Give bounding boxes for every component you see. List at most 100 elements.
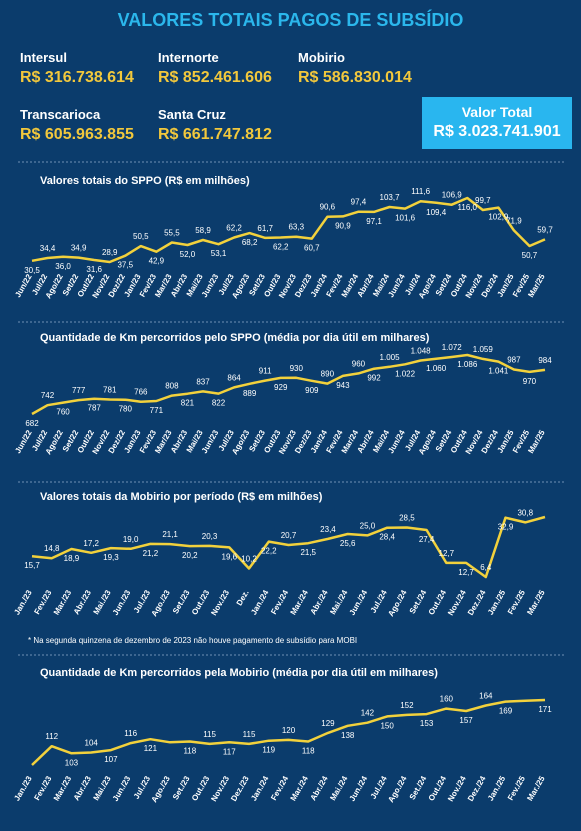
data-label: 129 [321,719,335,728]
x-tick-label: Jul./23 [132,774,153,801]
x-tick-label: Fev./23 [32,774,53,802]
line [31,196,546,264]
x-tick-label: Jan./25 [486,588,508,616]
data-label: 777 [72,386,86,395]
chart-title: Quantidade de Km percorridos pela Mobiri… [40,667,438,679]
x-tick-label: Ago./23 [150,774,173,804]
data-label: 97,1 [366,217,382,226]
data-label: 138 [341,731,355,740]
data-label: 37,5 [117,261,133,270]
data-label: 152 [400,701,414,710]
chart-title: Quantidade de Km percorridos pelo SPPO (… [40,332,430,344]
data-label: 103 [65,758,79,767]
data-label: 1.022 [395,369,416,378]
data-label: 116,0 [458,203,478,212]
data-label: 787 [88,404,102,413]
data-label: 28,4 [379,533,395,542]
operator-value: R$ 586.830.014 [298,69,412,86]
x-tick-label: Mar./25 [525,588,547,616]
operator-value: R$ 605.963.855 [20,126,134,143]
data-label: 17,2 [83,539,99,548]
x-tick-label: Mar./24 [289,588,311,616]
x-tick-label: Dez. [235,589,251,608]
data-label: 103,7 [380,193,401,202]
data-label: 50,5 [133,232,149,241]
total-value: R$ 3.023.741.901 [433,123,561,140]
operator-name: Mobirio [298,50,345,65]
data-label: 18,9 [64,554,80,563]
data-label: 781 [103,386,117,395]
data-label: 55,5 [164,228,180,237]
x-tick-label: Jan./24 [249,588,271,616]
data-label: 116 [124,729,137,738]
x-tick-label: Out./24 [427,774,449,802]
data-label: 157 [459,716,473,725]
data-label: 115 [243,730,256,739]
data-label: 742 [41,391,55,400]
x-tick-label: Abr./24 [309,588,330,616]
data-label: 19,6 [222,552,238,561]
x-tick-label: Jul./24 [369,588,390,615]
x-tick-label: Jun./24 [348,588,370,617]
x-tick-label: Ago./23 [150,588,173,618]
data-label: 32,9 [498,523,514,532]
data-label: 61,7 [257,224,273,233]
data-label: 28,5 [399,514,415,523]
data-label: 890 [321,370,335,379]
data-label: 99,7 [475,196,491,205]
data-label: 12,7 [439,549,455,558]
x-tick-label: Jul./23 [132,588,153,615]
data-label: 20,7 [281,531,297,540]
data-label: 58,9 [195,226,211,235]
x-tick-label: Jun/22 [13,272,34,299]
data-label: 987 [507,355,521,364]
data-label: 766 [134,388,148,397]
data-label: 62,2 [273,243,289,252]
data-label: 984 [538,356,552,365]
x-tick-label: Fev./23 [32,588,53,616]
total-name: Valor Total [461,104,533,120]
data-label: 864 [227,373,241,382]
footnote: * Na segunda quinzena de dezembro de 202… [28,636,358,645]
x-tick-label: Mar./23 [52,774,74,802]
data-label: 50,7 [522,251,538,260]
data-label: 21,1 [162,530,178,539]
x-tick-label: Fev./25 [506,774,527,802]
data-label: 30,5 [24,266,40,275]
data-label: 1.072 [442,343,463,352]
data-label: 771 [150,406,164,415]
operator-value: R$ 316.738.614 [20,69,134,86]
data-label: 19,0 [123,535,139,544]
data-label: 960 [352,359,366,368]
x-tick-label: Mar./23 [52,588,74,616]
data-label: 943 [336,381,350,390]
data-label: 107 [104,755,118,764]
data-label: 20,3 [202,532,218,541]
data-label: 42,9 [149,257,165,266]
x-tick-label: Mar./25 [525,774,547,802]
line [31,515,546,579]
x-tick-label: Set./23 [171,588,192,615]
data-label: 27,4 [419,535,435,544]
data-label: 153 [420,719,434,728]
data-label: 929 [274,383,288,392]
x-tick-label: Jan./24 [249,774,271,802]
x-tick-label: Set./24 [408,588,429,615]
data-label: 1.048 [411,347,432,356]
x-tick-label: Abr./23 [72,588,93,616]
x-tick-label: Abr./23 [72,774,93,802]
data-label: 68,2 [242,238,258,247]
data-label: 1.060 [426,364,447,373]
x-tick-label: Fev./25 [506,588,527,616]
data-label: 62,2 [226,224,242,233]
data-label: 169 [499,707,513,716]
x-tick-label: Out./24 [427,588,449,616]
operator-name: Internorte [158,50,219,65]
data-label: 21,2 [143,549,159,558]
operator-name: Santa Cruz [158,107,226,122]
x-tick-label: Out./23 [190,588,212,616]
x-tick-label: Mai./23 [92,774,113,802]
data-label: 1.086 [457,360,478,369]
